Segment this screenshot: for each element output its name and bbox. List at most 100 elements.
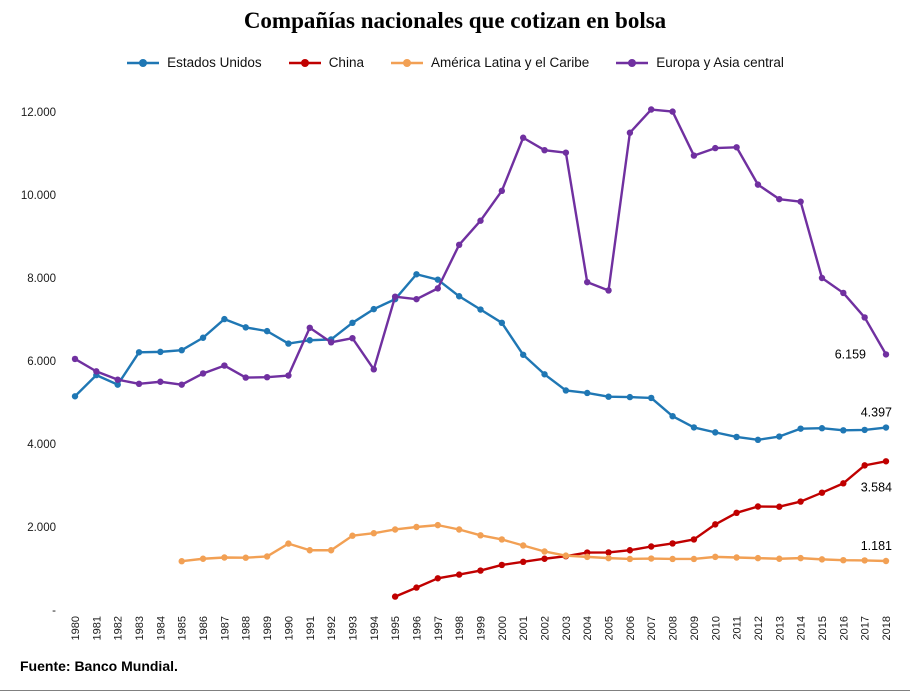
data-point[interactable] [797,198,804,205]
data-point[interactable] [626,393,634,401]
data-point[interactable] [690,536,698,543]
data-point[interactable] [626,555,634,563]
data-point[interactable] [285,540,292,547]
data-point[interactable] [157,378,164,385]
data-point[interactable] [840,557,847,564]
data-point[interactable] [818,425,826,432]
data-point[interactable] [242,324,249,331]
data-point[interactable] [434,276,442,283]
data-point[interactable] [669,555,676,563]
data-point[interactable] [733,433,740,441]
data-point[interactable] [477,567,484,574]
data-point[interactable] [541,371,548,378]
data-point[interactable] [861,314,868,321]
data-point[interactable] [93,368,100,375]
data-point[interactable] [199,555,207,562]
data-point[interactable] [498,319,506,327]
data-point[interactable] [840,289,847,297]
data-point[interactable] [413,523,420,531]
data-point[interactable] [712,144,719,152]
data-point[interactable] [221,362,228,369]
data-point[interactable] [669,412,676,420]
data-point[interactable] [882,557,890,565]
data-point[interactable] [477,306,484,313]
data-point[interactable] [477,217,484,224]
legend-item-europa-asia-central[interactable]: Europa y Asia central [615,55,784,70]
data-point[interactable] [135,380,143,388]
data-point[interactable] [584,553,591,561]
data-point[interactable] [712,553,719,561]
data-point[interactable] [519,351,527,358]
data-point[interactable] [519,558,527,566]
data-point[interactable] [733,509,740,517]
data-point[interactable] [648,394,655,402]
data-point[interactable] [626,547,634,554]
data-point[interactable] [178,381,185,388]
data-point[interactable] [370,530,377,537]
data-point[interactable] [413,295,420,303]
data-point[interactable] [413,584,420,591]
data-point[interactable] [733,554,740,561]
data-point[interactable] [605,549,612,556]
data-point[interactable] [306,324,313,331]
legend-item-estados-unidos[interactable]: Estados Unidos [126,55,262,70]
data-point[interactable] [327,339,335,346]
data-point[interactable] [669,108,676,115]
data-point[interactable] [306,547,313,554]
data-point[interactable] [114,376,121,383]
data-point[interactable] [498,561,506,569]
data-point[interactable] [455,571,463,578]
data-point[interactable] [327,547,335,554]
data-point[interactable] [861,557,868,564]
data-point[interactable] [199,370,207,377]
data-point[interactable] [648,555,655,562]
data-point[interactable] [519,134,527,141]
data-point[interactable] [754,503,762,510]
data-point[interactable] [584,278,591,286]
data-point[interactable] [498,536,506,543]
data-point[interactable] [840,480,847,487]
data-point[interactable] [221,554,228,561]
data-point[interactable] [754,181,762,188]
data-point[interactable] [648,543,655,550]
data-point[interactable] [733,144,740,151]
data-point[interactable] [114,381,121,388]
data-point[interactable] [776,503,783,510]
data-point[interactable] [391,293,399,300]
data-point[interactable] [434,521,442,529]
data-point[interactable] [349,532,356,539]
data-point[interactable] [455,526,463,533]
data-point[interactable] [776,195,783,203]
data-point[interactable] [882,424,890,431]
data-point[interactable] [690,424,698,431]
data-point[interactable] [71,393,79,400]
data-point[interactable] [263,373,271,381]
data-point[interactable] [135,349,143,356]
data-point[interactable] [221,315,228,323]
data-point[interactable] [349,334,356,342]
data-point[interactable] [455,293,463,300]
data-point[interactable] [263,327,271,335]
data-point[interactable] [519,542,527,549]
data-point[interactable] [157,348,164,356]
data-point[interactable] [541,146,548,154]
data-point[interactable] [605,554,612,562]
data-point[interactable] [541,555,548,562]
data-point[interactable] [477,532,484,539]
data-point[interactable] [882,351,890,358]
data-point[interactable] [285,340,292,347]
data-point[interactable] [818,556,826,563]
data-point[interactable] [391,526,399,533]
data-point[interactable] [434,575,442,582]
data-point[interactable] [797,425,804,432]
data-point[interactable] [370,366,377,373]
data-point[interactable] [562,149,570,156]
data-point[interactable] [178,558,185,565]
data-point[interactable] [776,433,783,440]
data-point[interactable] [71,355,79,363]
data-point[interactable] [434,285,442,292]
data-point[interactable] [861,426,868,434]
data-point[interactable] [413,271,420,278]
legend-item-china[interactable]: China [288,55,364,70]
data-point[interactable] [242,554,249,561]
